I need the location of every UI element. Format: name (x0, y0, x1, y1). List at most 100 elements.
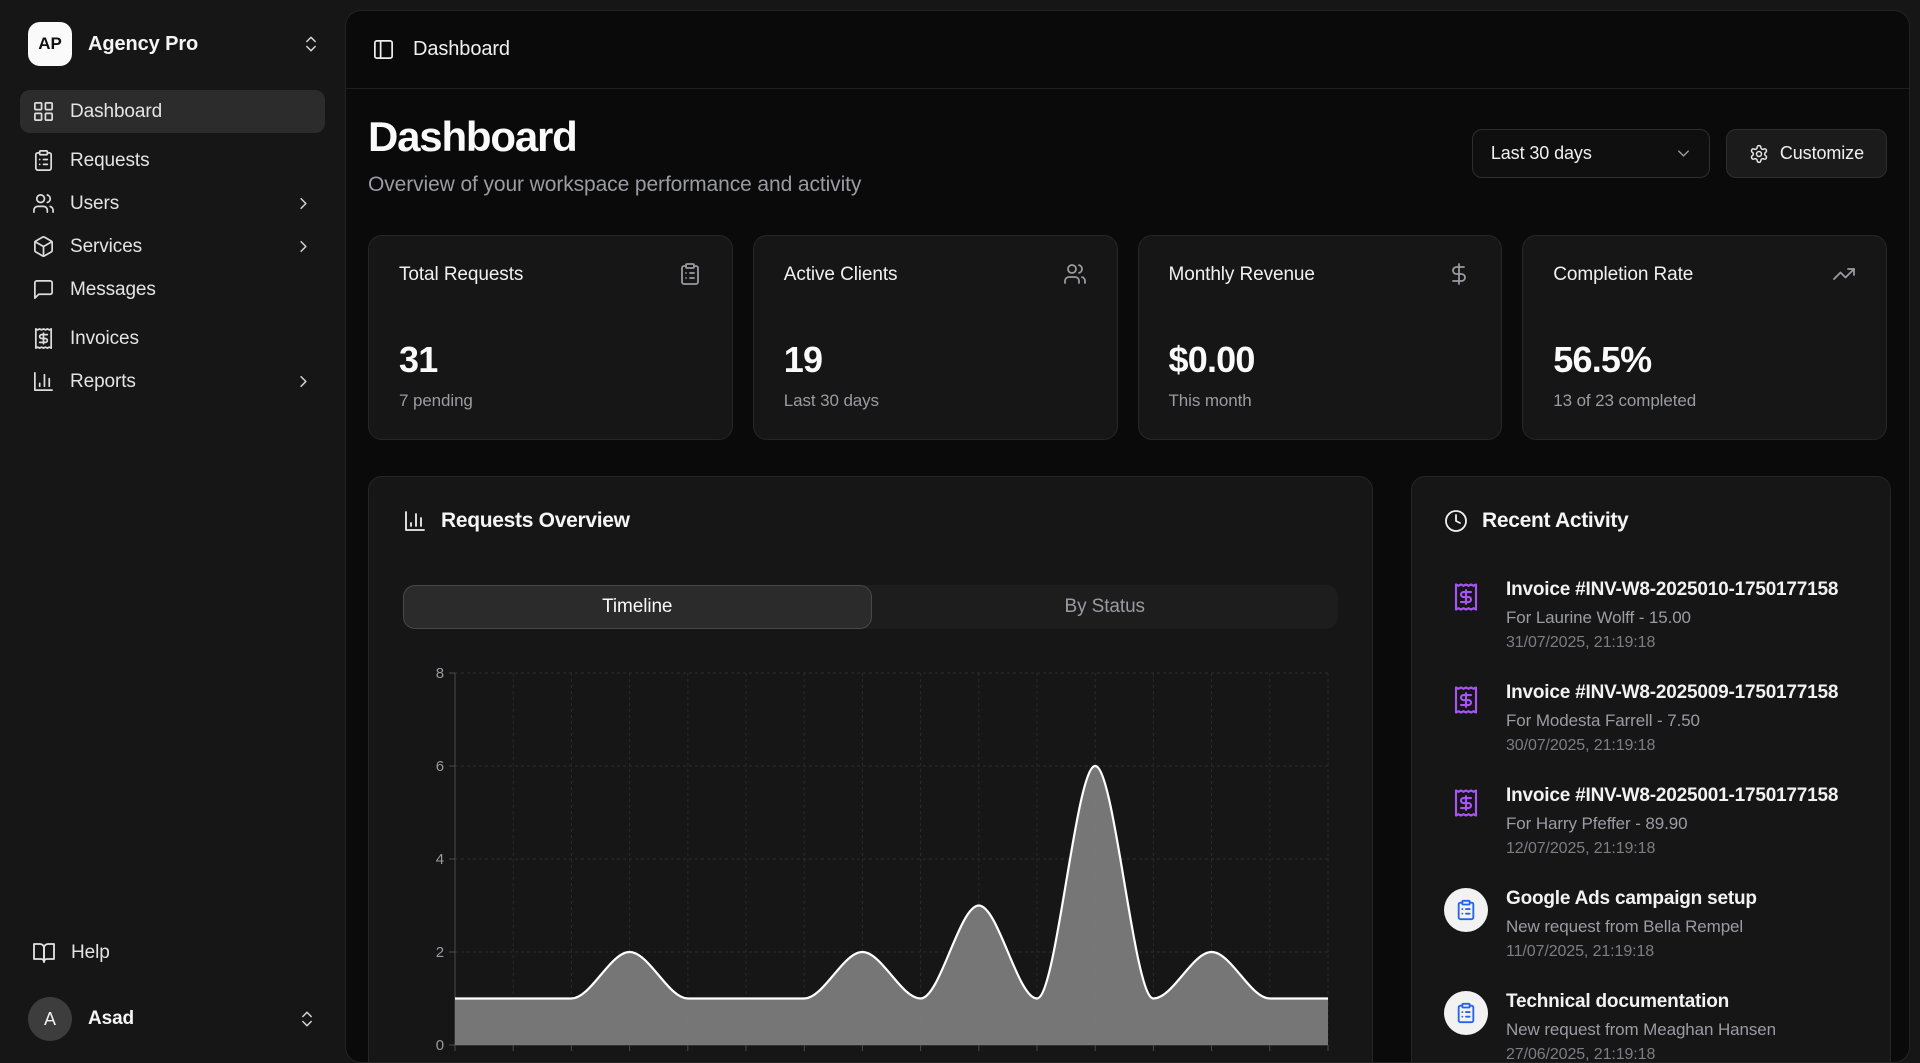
sidebar-item-label: Reports (70, 370, 136, 392)
gear-icon (1749, 144, 1769, 164)
overview-tabs: Timeline By Status (403, 585, 1338, 629)
activity-subtitle: New request from Meaghan Hansen (1506, 1020, 1776, 1039)
workspace-switcher[interactable]: AP Agency Pro (20, 20, 325, 66)
chevron-down-icon (1674, 144, 1693, 163)
main-panel: Dashboard Dashboard Overview of your wor… (345, 10, 1910, 1063)
stat-value: 56.5% (1553, 339, 1652, 380)
box-icon (32, 235, 55, 258)
stat-label: Completion Rate (1553, 264, 1694, 285)
activity-title: Technical documentation (1506, 991, 1730, 1012)
trending-up-icon (1832, 262, 1856, 286)
activity-list: Invoice #INV-W8-2025010-1750177158 For La… (1444, 579, 1858, 1063)
layout-grid-icon (32, 100, 55, 123)
activity-subtitle: For Modesta Farrell - 7.50 (1506, 711, 1700, 730)
sidebar-nav: Dashboard Requests Users Services Messages In… (20, 90, 325, 403)
clipboard-list-icon (1444, 888, 1488, 932)
activity-item[interactable]: Technical documentation New request from … (1444, 991, 1858, 1063)
sidebar-item-invoices[interactable]: Invoices (20, 317, 325, 360)
receipt-icon (1451, 788, 1481, 858)
receipt-icon (1451, 685, 1481, 755)
svg-text:6: 6 (436, 758, 444, 775)
activity-date: 11/07/2025, 21:19:18 (1506, 943, 1655, 960)
user-name: Asad (88, 1008, 135, 1029)
brand-logo: AP (28, 22, 72, 66)
requests-overview-title: Requests Overview (441, 509, 630, 532)
tab-by-status[interactable]: By Status (1064, 596, 1146, 617)
clipboard-list-icon (678, 262, 702, 286)
activity-item[interactable]: Invoice #INV-W8-2025009-1750177158 For Mo… (1444, 682, 1858, 755)
stat-label: Total Requests (399, 264, 524, 285)
activity-subtitle: New request from Bella Rempel (1506, 917, 1744, 936)
activity-subtitle: For Harry Pfeffer - 89.90 (1506, 814, 1688, 833)
user-menu[interactable]: A Asad (20, 993, 325, 1041)
activity-date: 31/07/2025, 21:19:18 (1506, 634, 1656, 651)
stat-card-monthly-revenue: Monthly Revenue $0.00 This month (1137, 235, 1503, 440)
activity-title: Google Ads campaign setup (1506, 888, 1757, 909)
sidebar-item-messages[interactable]: Messages (20, 268, 325, 311)
svg-text:2: 2 (436, 944, 444, 961)
svg-text:8: 8 (436, 665, 444, 682)
stat-value: 19 (783, 339, 823, 380)
customize-label: Customize (1779, 143, 1864, 163)
avatar: A (28, 997, 72, 1041)
sidebar-item-label: Users (70, 192, 120, 214)
activity-item[interactable]: Google Ads campaign setup New request fro… (1444, 888, 1858, 961)
tab-timeline[interactable]: Timeline (403, 585, 872, 629)
recent-activity-title: Recent Activity (1482, 509, 1629, 532)
users-icon (1063, 262, 1087, 286)
dollar-sign-icon (1447, 262, 1471, 286)
receipt-icon (1451, 582, 1481, 652)
users-icon (32, 192, 55, 215)
sidebar-item-help[interactable]: Help (20, 931, 325, 975)
customize-button[interactable]: Customize (1725, 129, 1887, 178)
date-range-select[interactable]: Last 30 days (1471, 129, 1710, 178)
brand-name: Agency Pro (88, 32, 199, 55)
stat-sub: Last 30 days (783, 391, 879, 410)
stat-sub: 13 of 23 completed (1553, 391, 1697, 410)
stat-card-active-clients: Active Clients 19 Last 30 days (752, 235, 1118, 440)
sidebar-item-label: Requests (70, 149, 150, 171)
bar-chart-icon (403, 509, 427, 533)
sidebar-item-users[interactable]: Users (20, 182, 325, 225)
sidebar-toggle-button[interactable] (372, 38, 395, 61)
activity-date: 27/06/2025, 21:19:18 (1506, 1046, 1656, 1063)
help-label: Help (71, 942, 110, 963)
message-square-icon (32, 278, 55, 301)
book-open-icon (32, 941, 56, 965)
sidebar-item-label: Services (70, 235, 143, 257)
stat-card-completion-rate: Completion Rate 56.5% 13 of 23 completed (1522, 235, 1887, 440)
requests-overview-card: Requests Overview Timeline By Status 0 2 4… (368, 476, 1373, 1062)
sidebar-item-requests[interactable]: Requests (20, 139, 325, 182)
stat-sub: 7 pending (399, 391, 473, 410)
clock-icon (1444, 509, 1468, 533)
sidebar-item-label: Dashboard (70, 100, 163, 122)
activity-title: Invoice #INV-W8-2025010-1750177158 (1506, 579, 1839, 600)
topbar: Dashboard (346, 11, 1909, 89)
activity-item[interactable]: Invoice #INV-W8-2025001-1750177158 For Ha… (1444, 785, 1858, 858)
recent-activity-card: Recent Activity Invoice #INV-W8-2025010-… (1411, 476, 1891, 1063)
receipt-icon (32, 327, 55, 350)
stat-value: $0.00 (1168, 339, 1256, 380)
activity-subtitle: For Laurine Wolff - 15.00 (1506, 608, 1691, 627)
sidebar-item-dashboard[interactable]: Dashboard (20, 90, 325, 133)
stat-cards: Total Requests 31 7 pending Active Clients 1… (368, 235, 1887, 440)
stat-card-total-requests: Total Requests 31 7 pending (368, 235, 733, 440)
requests-timeline-chart: 0 2 4 6 8 (403, 661, 1338, 1061)
breadcrumb[interactable]: Dashboard (413, 38, 510, 60)
sidebar-item-label: Messages (70, 278, 156, 300)
chevron-right-icon (294, 237, 313, 256)
chevron-right-icon (294, 194, 313, 213)
activity-title: Invoice #INV-W8-2025009-1750177158 (1506, 682, 1839, 703)
sidebar-item-reports[interactable]: Reports (20, 360, 325, 403)
activity-title: Invoice #INV-W8-2025001-1750177158 (1506, 785, 1839, 806)
svg-text:4: 4 (436, 851, 444, 868)
date-range-value: Last 30 days (1490, 143, 1592, 163)
clipboard-list-icon (32, 149, 55, 172)
content: Dashboard Overview of your workspace per… (346, 89, 1909, 1063)
activity-date: 12/07/2025, 21:19:18 (1506, 840, 1656, 857)
stat-sub: This month (1168, 391, 1252, 410)
sidebar: AP Agency Pro Dashboard Requests Users Serv… (0, 0, 345, 1063)
stat-value: 31 (399, 339, 438, 380)
activity-item[interactable]: Invoice #INV-W8-2025010-1750177158 For La… (1444, 579, 1858, 652)
sidebar-item-services[interactable]: Services (20, 225, 325, 268)
